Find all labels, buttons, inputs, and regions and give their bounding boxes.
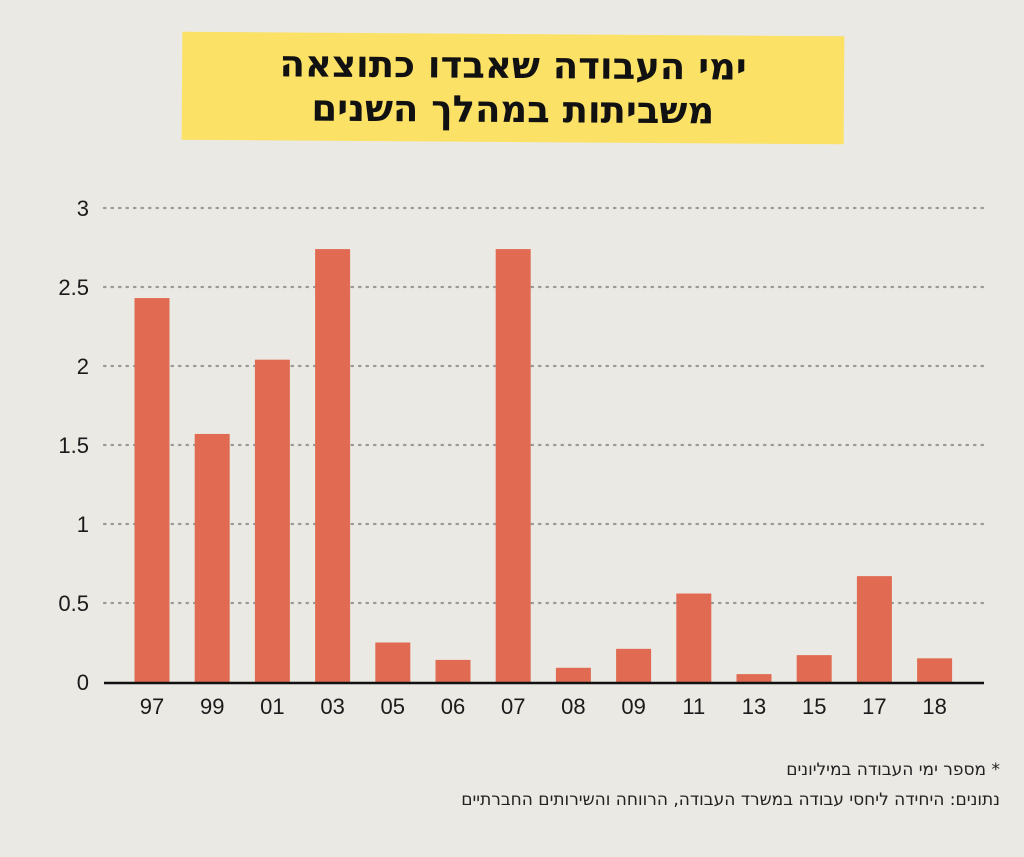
x-tick-label: 06 bbox=[441, 694, 465, 719]
y-axis-ticks: 0 0.5 1 1.5 2 2.5 3 bbox=[58, 196, 89, 695]
bar bbox=[917, 658, 953, 682]
x-tick-label: 99 bbox=[200, 694, 224, 719]
y-tick-label: 0 bbox=[77, 670, 89, 695]
bar bbox=[375, 642, 411, 682]
x-tick-label: 03 bbox=[320, 694, 344, 719]
x-tick-label: 18 bbox=[922, 694, 946, 719]
x-tick-label: 09 bbox=[621, 694, 645, 719]
bar bbox=[796, 655, 832, 682]
x-tick-label: 13 bbox=[742, 694, 766, 719]
y-tick-label: 0.5 bbox=[58, 591, 89, 616]
source-note: נתונים: היחידה ליחסי עבודה במשרד העבודה,… bbox=[461, 790, 1000, 810]
units-note: * מספר ימי העבודה במיליונים bbox=[786, 760, 1000, 780]
x-tick-label: 15 bbox=[802, 694, 826, 719]
bar bbox=[676, 593, 712, 682]
grid-lines bbox=[102, 206, 986, 605]
bar bbox=[555, 667, 591, 682]
bar bbox=[495, 249, 531, 682]
y-tick-label: 3 bbox=[77, 196, 89, 221]
bar bbox=[856, 576, 892, 682]
bar bbox=[736, 674, 772, 682]
x-tick-label: 01 bbox=[260, 694, 284, 719]
x-tick-label: 08 bbox=[561, 694, 585, 719]
y-tick-label: 1.5 bbox=[58, 433, 89, 458]
bar bbox=[194, 433, 230, 682]
y-tick-label: 2.5 bbox=[58, 275, 89, 300]
bar bbox=[616, 648, 652, 682]
x-tick-label: 07 bbox=[501, 694, 525, 719]
x-tick-label: 11 bbox=[682, 694, 705, 719]
x-tick-label: 17 bbox=[862, 694, 886, 719]
bar bbox=[254, 359, 290, 682]
y-tick-label: 2 bbox=[77, 354, 89, 379]
bar bbox=[435, 659, 471, 682]
y-tick-label: 1 bbox=[77, 512, 89, 537]
bars bbox=[134, 249, 953, 682]
x-axis-ticks: 97 99 01 03 05 06 07 08 09 11 13 15 17 18 bbox=[140, 694, 947, 719]
bar bbox=[134, 298, 170, 682]
bar bbox=[315, 249, 351, 682]
x-tick-label: 05 bbox=[381, 694, 405, 719]
x-tick-label: 97 bbox=[140, 694, 164, 719]
